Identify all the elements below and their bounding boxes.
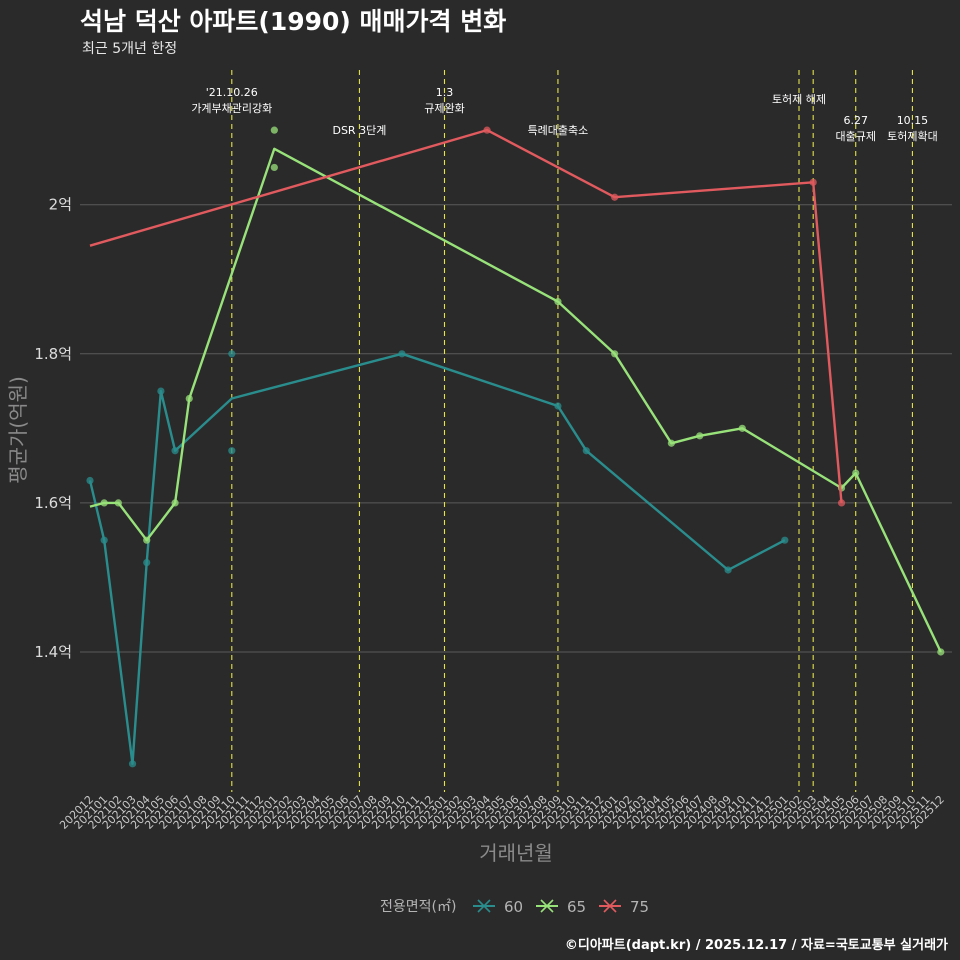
y-tick-label: 1.6억: [34, 494, 72, 512]
event-label: 토허제 해제: [772, 92, 826, 106]
data-point-60: [228, 350, 236, 358]
y-tick-label: 1.4억: [34, 643, 72, 661]
event-label: 1.3: [436, 86, 454, 99]
data-point-60: [398, 350, 406, 358]
data-point-60: [157, 387, 165, 395]
data-point-60: [171, 447, 179, 455]
y-axis-title: 평균가(억원): [6, 376, 30, 484]
chart-subtitle: 최근 5개년 한정: [82, 41, 178, 57]
event-label: 규제완화: [424, 102, 464, 115]
legend-key-marker: [477, 899, 491, 913]
data-point-60: [86, 476, 94, 485]
data-point-75: [809, 178, 817, 186]
chart-title: 석남 덕산 아파트(1990) 매매가격 변화: [80, 7, 507, 36]
data-point-65: [611, 350, 619, 358]
event-label: 토허제확대: [887, 130, 938, 143]
data-point-65: [937, 648, 945, 656]
data-point-65: [270, 163, 278, 172]
event-label: DSR 3단계: [332, 124, 386, 137]
legend-label: 75: [630, 898, 649, 916]
data-point-60: [128, 760, 137, 768]
data-point-60: [100, 536, 108, 544]
data-point-65: [171, 499, 179, 507]
legend-key-marker: [603, 899, 617, 913]
series-line-75: [89, 128, 843, 504]
event-label: 대출규제: [835, 130, 875, 143]
data-point-75: [483, 126, 491, 134]
event-label: 6.27: [843, 114, 868, 127]
legend-label: 65: [567, 898, 586, 916]
y-tick-label: 1.8억: [34, 345, 72, 363]
event-label: '21.10.26: [206, 86, 258, 99]
legend-title: 전용면적(㎡): [380, 899, 456, 915]
data-point-65: [270, 126, 278, 134]
data-point-60: [781, 536, 789, 544]
series-line-60: [88, 352, 786, 765]
data-point-65: [852, 469, 860, 477]
data-point-65: [667, 439, 675, 447]
x-axis-title: 거래년월: [479, 841, 553, 865]
y-tick-label: 2억: [49, 196, 72, 214]
data-point-65: [100, 499, 108, 507]
data-point-65: [696, 432, 704, 440]
data-point-65: [738, 424, 746, 432]
source-caption: ©디아파트(dapt.kr) / 2025.12.17 / 자료=국토교통부 실…: [564, 938, 948, 953]
legend-label: 60: [504, 898, 523, 916]
event-label: 특례대출축소: [528, 124, 589, 137]
legend-key-marker: [540, 899, 554, 913]
data-point-75: [837, 499, 846, 507]
data-point-60: [724, 566, 732, 574]
data-point-60: [143, 558, 151, 567]
data-point-60: [228, 447, 236, 455]
data-point-65: [554, 298, 562, 306]
data-point-60: [554, 402, 562, 410]
event-label: 10.15: [897, 114, 929, 127]
data-point-65: [143, 536, 151, 544]
data-point-75: [611, 193, 619, 201]
data-point-65: [185, 394, 193, 403]
event-label: 가계부채관리강화: [191, 102, 272, 115]
data-point-60: [582, 447, 590, 455]
data-point-65: [114, 499, 122, 507]
